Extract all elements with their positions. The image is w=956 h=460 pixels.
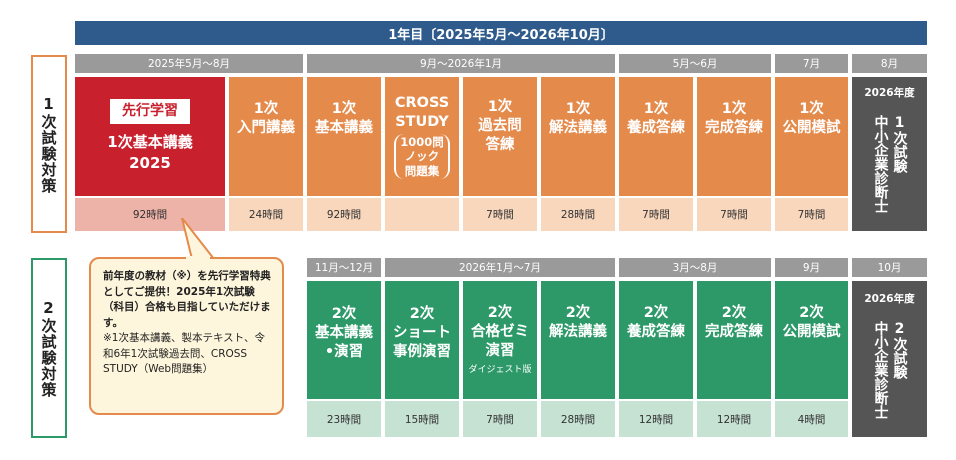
course-level: 2次 — [487, 305, 513, 321]
course-hours: 7時間 — [697, 198, 771, 231]
course-title: 合格ゼミ — [471, 324, 529, 340]
course-card: 1次 養成答練 — [619, 77, 693, 196]
course-title: •演習 — [324, 343, 364, 360]
course-card: 2次 養成答練 — [619, 281, 693, 399]
course-title: 基本講義 — [315, 324, 373, 341]
period-header: 3月～8月 — [619, 258, 771, 277]
course-card: 1次 完成答練 — [697, 77, 771, 196]
exam-left-text: 2次試験 — [891, 321, 908, 379]
course-level: 1次 — [331, 100, 357, 117]
course-title: 公開模試 — [782, 324, 841, 340]
course-card: 1次 過去問 答練 — [463, 77, 537, 196]
course-title: 解法講義 — [549, 119, 607, 136]
exam-right-text: 中小企業診断士 — [872, 321, 889, 419]
exam-year: 2026年度 — [864, 87, 915, 99]
section1-label: 1次試験対策 — [31, 55, 67, 233]
pre-study-tag: 先行学習 — [110, 99, 190, 124]
course-level: 2次 — [409, 305, 435, 322]
course-level: 1次 — [643, 100, 669, 117]
course-level: 2次 — [721, 305, 747, 321]
course-title: 完成答練 — [705, 119, 763, 136]
course-card: 2次 完成答練 — [697, 281, 771, 399]
exam-year: 2026年度 — [864, 293, 915, 305]
course-card: 2次 基本講義 •演習 — [307, 281, 381, 399]
exam-card-1: 2026年度 中小企業診断士 1次試験 — [852, 77, 927, 231]
course-hours: 28時間 — [541, 401, 615, 437]
course-hours: 7時間 — [463, 198, 537, 231]
callout-note-text: ※1次基本講義、製本テキスト、令和6年1次試験過去問、CROSS STUDY（W… — [103, 332, 265, 375]
course-level: 2次 — [565, 305, 591, 321]
course-hours: 92時間 — [75, 198, 225, 231]
exam-left-text: 1次試験 — [891, 115, 908, 173]
period-header: 2025年5月～8月 — [75, 54, 303, 73]
course-title: 基本講義 — [315, 119, 373, 136]
course-year: 2025 — [129, 154, 171, 172]
course-hours: 15時間 — [385, 401, 459, 437]
course-title: ショート — [393, 324, 451, 341]
course-title: 過去問 — [478, 118, 522, 134]
course-card: 1次 基本講義 — [307, 77, 381, 196]
course-level: 1次 — [721, 100, 747, 117]
course-title: 入門講義 — [237, 119, 295, 136]
course-title: 事例演習 — [393, 343, 451, 360]
period-header: 8月 — [852, 54, 927, 73]
course-note: ダイジェスト版 — [468, 365, 532, 375]
detail-line: 問題集 — [404, 163, 440, 178]
detail-line: ノック — [404, 149, 440, 164]
course-card: 1次 公開模試 — [775, 77, 848, 196]
course-title: 解法講義 — [549, 324, 607, 340]
callout-main-text: 前年度の教材（※）を先行学習特典としてご提供！2025年1次試験（科目）合格も目… — [103, 270, 271, 329]
exam-right-text: 中小企業診断士 — [872, 115, 889, 213]
course-hours: 28時間 — [541, 198, 615, 231]
course-hours: 23時間 — [307, 401, 381, 437]
course-card: 2次 合格ゼミ 演習 ダイジェスト版 — [463, 281, 537, 399]
pre-study-callout: 前年度の教材（※）を先行学習特典としてご提供！2025年1次試験（科目）合格も目… — [89, 257, 284, 415]
course-hours: 7時間 — [463, 401, 537, 437]
period-header: 9月～2026年1月 — [307, 54, 615, 73]
course-level: 1次 — [253, 100, 279, 117]
section2-label: 2次試験対策 — [31, 258, 67, 438]
period-header: 11月～12月 — [307, 258, 381, 277]
course-level: 2次 — [643, 305, 669, 321]
course-level: 2次 — [799, 305, 824, 321]
course-hours: 4時間 — [775, 401, 848, 437]
course-title: 養成答練 — [627, 324, 685, 340]
course-hours: 92時間 — [307, 198, 381, 231]
course-title: 1次基本講義 — [107, 133, 193, 151]
course-card: 2次 公開模試 — [775, 281, 848, 399]
course-card: 2次 ショート 事例演習 — [385, 281, 459, 399]
course-title: 答練 — [485, 137, 515, 153]
course-title: STUDY — [395, 113, 449, 130]
course-card: 2次 解法講義 — [541, 281, 615, 399]
course-hours: 12時間 — [697, 401, 771, 437]
course-level: 1次 — [799, 100, 824, 117]
cross-study-detail: 1000問 ノック 問題集 — [394, 133, 450, 180]
course-hours — [385, 198, 459, 231]
course-hours: 7時間 — [775, 198, 848, 231]
course-title: 演習 — [485, 343, 515, 359]
year-banner: 1年目〔2025年5月～2026年10月〕 — [75, 21, 927, 45]
callout-tail-join — [186, 256, 210, 260]
course-hours: 12時間 — [619, 401, 693, 437]
course-title: CROSS — [394, 94, 450, 111]
detail-line: 1000問 — [400, 134, 444, 149]
course-card: 1次 解法講義 — [541, 77, 615, 196]
course-title: 養成答練 — [627, 119, 685, 136]
period-header: 9月 — [775, 258, 848, 277]
course-title: 公開模試 — [782, 119, 841, 136]
period-header: 7月 — [775, 54, 848, 73]
period-header: 5月～6月 — [619, 54, 771, 73]
course-hours: 7時間 — [619, 198, 693, 231]
course-card: 1次 入門講義 — [229, 77, 303, 196]
course-level: 2次 — [331, 305, 357, 322]
period-header: 10月 — [852, 258, 927, 277]
period-header: 2026年1月～7月 — [385, 258, 615, 277]
course-level: 1次 — [565, 100, 591, 117]
course-level: 1次 — [487, 99, 513, 115]
course-card-cross-study: CROSS STUDY 1000問 ノック 問題集 — [385, 77, 459, 196]
exam-card-2: 2026年度 中小企業診断士 2次試験 — [852, 281, 927, 437]
pre-course-card: 先行学習 1次基本講義 2025 — [75, 77, 225, 196]
course-title: 完成答練 — [705, 324, 763, 340]
course-hours: 24時間 — [229, 198, 303, 231]
